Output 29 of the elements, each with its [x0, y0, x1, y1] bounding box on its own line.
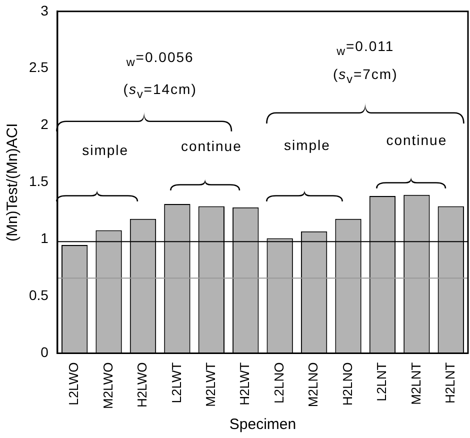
annotation: continue	[180, 138, 242, 154]
x-tick-label: H2LNO	[340, 362, 355, 406]
y-tick-label: 2	[40, 116, 49, 132]
annotation: continue	[386, 132, 448, 148]
annotation: $_{w}$=0.0056	[126, 49, 194, 70]
x-tick-label: L2LWT	[168, 362, 184, 404]
y-tick-label: 3	[40, 2, 49, 18]
x-tick-label: L2LNT	[374, 362, 390, 402]
annotation: (s$_{v}$=7cm)	[332, 66, 398, 86]
y-tick-label: 0.5	[28, 287, 49, 304]
x-tick-label: H2LWO	[134, 362, 150, 408]
x-tick-label: H2LWT	[237, 362, 252, 406]
y-tick-label: 2.5	[28, 59, 49, 76]
annotation: (s$_{v}$=14cm)	[123, 81, 197, 102]
annotation: $_{w}$=0.011	[336, 38, 394, 58]
y-tick-label: 0	[40, 344, 49, 360]
annotation: simple	[284, 136, 330, 153]
x-tick-label: L2LNO	[271, 362, 286, 404]
x-tick-label: M2LWO	[100, 362, 116, 410]
y-tick-label: 1	[40, 230, 49, 246]
x-tick-label: M2LWT	[202, 362, 218, 407]
x-tick-label: L2LWO	[66, 362, 82, 406]
x-tick-label: M2LNT	[408, 362, 424, 405]
x-tick-label: M2LNO	[306, 362, 321, 408]
y-tick-label: 1.5	[28, 173, 49, 190]
y-axis-title: (Mn)Test/(Mn)ACI	[4, 123, 22, 242]
x-axis-title: Specimen	[229, 416, 296, 434]
x-tick-label: H2LNT	[442, 362, 458, 404]
annotation: simple	[82, 142, 129, 158]
